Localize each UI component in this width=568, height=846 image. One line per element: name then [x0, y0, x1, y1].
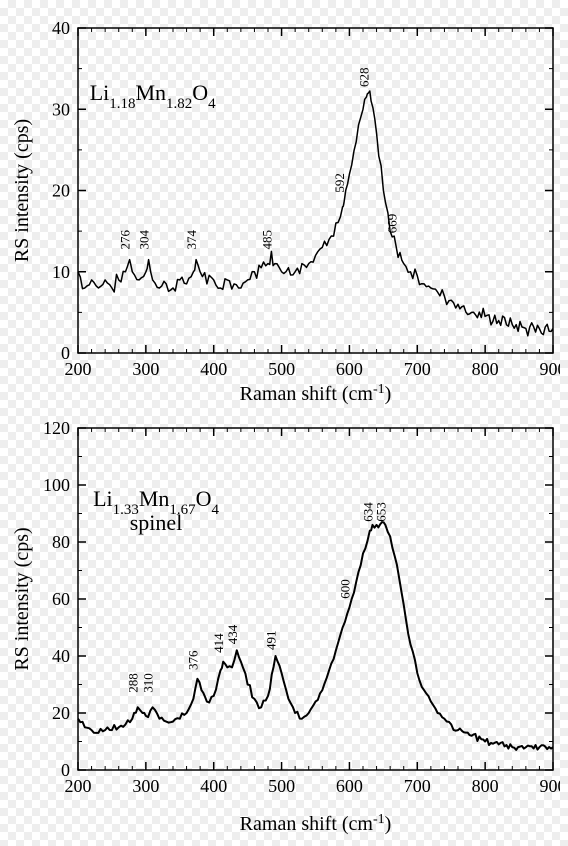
peak-label: 304	[137, 230, 152, 250]
spectrum-line	[78, 91, 553, 336]
y-tick-label: 80	[52, 532, 70, 552]
peak-label: 276	[118, 230, 133, 250]
plot-frame	[78, 428, 553, 770]
peak-label: 600	[337, 579, 352, 599]
peak-label: 491	[263, 631, 278, 651]
peak-label: 434	[225, 624, 240, 644]
x-tick-label: 300	[132, 359, 159, 379]
y-tick-label: 100	[43, 475, 70, 495]
peak-label: 592	[332, 173, 347, 193]
x-tick-label: 700	[404, 359, 431, 379]
y-tick-label: 0	[61, 343, 70, 363]
x-tick-label: 900	[540, 776, 561, 796]
y-tick-label: 60	[52, 589, 70, 609]
x-tick-label: 500	[268, 776, 295, 796]
x-tick-label: 400	[200, 359, 227, 379]
y-axis-label: RS intensity (cps)	[11, 119, 33, 262]
chart-title-line2: spinel	[130, 510, 183, 535]
y-tick-label: 30	[52, 99, 70, 119]
y-tick-label: 40	[52, 18, 70, 38]
x-tick-label: 900	[540, 359, 561, 379]
peak-label: 669	[384, 214, 399, 234]
top-chart-svg: 200300400500600700800900010203040Raman s…	[8, 8, 560, 408]
y-tick-label: 20	[52, 703, 70, 723]
peak-label: 374	[184, 230, 199, 250]
y-tick-label: 40	[52, 646, 70, 666]
bottom-chart-svg: 200300400500600700800900020406080100120R…	[8, 408, 560, 838]
peak-label: 310	[141, 673, 156, 693]
peak-label: 376	[185, 650, 200, 670]
bottom-panel: 200300400500600700800900020406080100120R…	[8, 408, 560, 838]
x-tick-label: 500	[268, 359, 295, 379]
x-tick-label: 300	[132, 776, 159, 796]
plot-frame	[78, 28, 553, 353]
x-axis-label: Raman shift (cm-1)	[240, 382, 392, 406]
y-tick-label: 10	[52, 262, 70, 282]
peak-label: 485	[259, 230, 274, 250]
x-tick-label: 800	[472, 359, 499, 379]
spectrum-line	[78, 522, 553, 750]
y-tick-label: 120	[43, 418, 70, 438]
x-tick-label: 700	[404, 776, 431, 796]
top-panel: 200300400500600700800900010203040Raman s…	[8, 8, 560, 408]
peak-label: 653	[373, 502, 388, 522]
chart-title: Li1.18Mn1.82O4	[90, 80, 216, 112]
y-tick-label: 20	[52, 181, 70, 201]
x-tick-label: 600	[336, 359, 363, 379]
y-axis-label: RS intensity (cps)	[11, 527, 33, 670]
peak-label: 628	[356, 68, 371, 88]
x-tick-label: 800	[472, 776, 499, 796]
y-tick-label: 0	[61, 760, 70, 780]
x-tick-label: 400	[200, 776, 227, 796]
x-axis-label: Raman shift (cm-1)	[240, 812, 392, 836]
x-tick-label: 600	[336, 776, 363, 796]
peak-label: 288	[126, 673, 141, 693]
